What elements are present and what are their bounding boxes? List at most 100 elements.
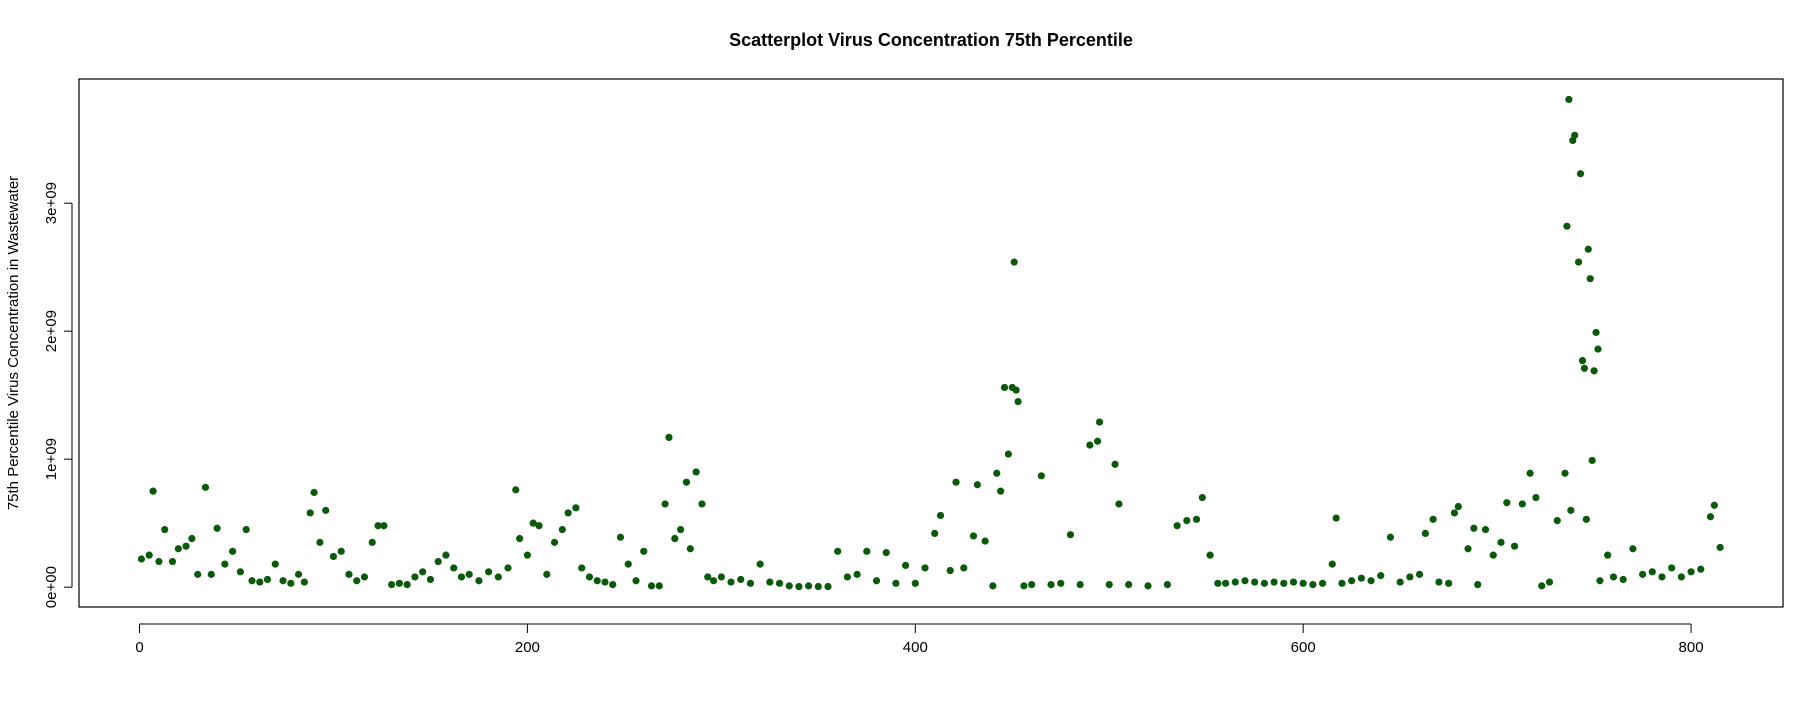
point xyxy=(329,552,338,561)
x-tick-label: 200 xyxy=(515,639,540,656)
point xyxy=(512,486,520,494)
point xyxy=(256,578,264,586)
point xyxy=(901,561,910,570)
point xyxy=(872,577,881,585)
point xyxy=(1510,542,1519,550)
point xyxy=(766,578,774,586)
point xyxy=(248,577,256,585)
point xyxy=(973,481,981,489)
point xyxy=(1588,456,1596,465)
point xyxy=(1503,499,1511,507)
point xyxy=(1609,573,1618,581)
point xyxy=(213,524,221,532)
point xyxy=(1095,418,1104,426)
plot-box xyxy=(78,78,1784,608)
point xyxy=(989,582,997,590)
point xyxy=(640,547,648,555)
point xyxy=(960,564,968,572)
point xyxy=(727,578,735,586)
point xyxy=(1526,469,1534,477)
point xyxy=(1076,581,1084,589)
point xyxy=(1470,524,1478,532)
point xyxy=(1710,501,1718,509)
point xyxy=(677,525,685,534)
point xyxy=(1115,500,1123,508)
point xyxy=(1020,582,1028,590)
point xyxy=(229,547,237,555)
point xyxy=(1251,578,1259,586)
point xyxy=(529,519,537,527)
point xyxy=(952,478,960,486)
point xyxy=(1565,95,1573,104)
point xyxy=(1586,275,1594,283)
point xyxy=(1497,538,1505,546)
point xyxy=(434,557,442,566)
point xyxy=(1386,533,1395,541)
point xyxy=(516,534,524,543)
point xyxy=(201,483,210,491)
point xyxy=(1561,469,1569,477)
point xyxy=(457,573,466,581)
point xyxy=(1367,577,1375,585)
point xyxy=(1163,581,1172,589)
y-tick-label: 3e+09 xyxy=(43,182,60,224)
point xyxy=(1057,579,1065,587)
point xyxy=(279,577,287,585)
point xyxy=(1348,577,1356,585)
point xyxy=(145,551,153,559)
point xyxy=(1576,170,1585,178)
point xyxy=(1584,245,1592,253)
point xyxy=(1086,441,1094,449)
point xyxy=(1545,578,1554,586)
point xyxy=(1604,551,1612,559)
point xyxy=(1183,517,1191,525)
point xyxy=(550,538,559,546)
point xyxy=(624,560,632,568)
point xyxy=(1567,506,1575,514)
point xyxy=(1481,525,1490,534)
point xyxy=(1580,364,1589,372)
point xyxy=(853,570,861,578)
point xyxy=(1338,579,1346,587)
point xyxy=(322,506,330,514)
point xyxy=(1289,578,1298,586)
point xyxy=(1406,573,1414,581)
point xyxy=(1270,578,1278,586)
point xyxy=(737,575,745,584)
point xyxy=(426,575,435,584)
point xyxy=(1144,582,1152,590)
point xyxy=(1066,531,1075,539)
point xyxy=(558,525,566,534)
point xyxy=(936,511,945,520)
point xyxy=(1489,551,1497,559)
x-tick-label: 0 xyxy=(135,639,143,656)
point xyxy=(403,581,411,589)
point xyxy=(411,573,419,581)
point xyxy=(1173,522,1181,530)
point xyxy=(609,581,617,589)
point xyxy=(795,582,803,591)
x-tick-label: 800 xyxy=(1679,639,1704,656)
point xyxy=(863,547,871,555)
chart-title: Scatterplot Virus Concentration 75th Per… xyxy=(729,30,1133,50)
point xyxy=(1532,493,1540,502)
point xyxy=(1198,493,1206,502)
point xyxy=(698,500,706,508)
point xyxy=(882,549,890,557)
point xyxy=(661,500,669,508)
point xyxy=(564,509,572,517)
point xyxy=(1004,450,1012,458)
point xyxy=(380,522,388,530)
point xyxy=(1014,397,1022,406)
point xyxy=(300,578,308,586)
point xyxy=(1629,545,1637,553)
point xyxy=(465,570,473,578)
point xyxy=(1590,367,1598,375)
point xyxy=(946,566,954,575)
point xyxy=(271,560,279,568)
point xyxy=(1037,472,1045,480)
point xyxy=(242,525,250,534)
point xyxy=(182,542,190,550)
point xyxy=(1206,551,1214,559)
